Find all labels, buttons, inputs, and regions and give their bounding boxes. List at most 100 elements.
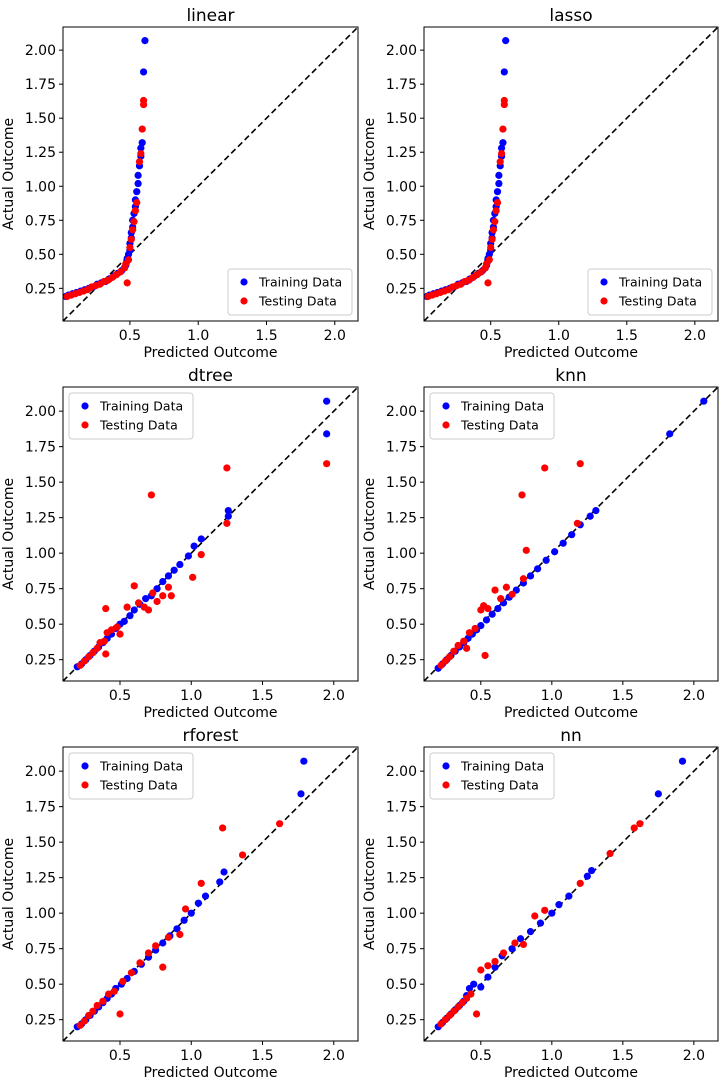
x-tick-label: 0.5	[480, 328, 502, 344]
legend: Training Data Testing Data	[227, 268, 353, 316]
x-tick-label: 1.0	[187, 328, 209, 344]
legend-marker	[81, 762, 89, 770]
legend-marker	[600, 278, 608, 286]
testing-point	[189, 573, 197, 581]
y-tick-label: 1.25	[386, 511, 417, 527]
y-tick-label: 2.00	[386, 764, 417, 780]
y-axis-label: Actual Outcome	[362, 118, 378, 230]
testing-point	[491, 218, 499, 226]
subplot-lasso: lasso 0.5 1.0 1.5 2.0 0.25 0.50 0.75 1.00 1.25 1.5…	[362, 6, 719, 361]
axes-frame	[62, 26, 359, 322]
y-tick-label: 0.75	[25, 942, 56, 958]
series-testing	[76, 820, 284, 1029]
legend-box	[587, 268, 713, 316]
testing-point	[485, 256, 493, 264]
x-tick-label: 1.0	[541, 688, 563, 704]
testing-point	[519, 575, 528, 583]
y-tick-label: 0.75	[25, 213, 56, 229]
legend-marker	[81, 402, 89, 410]
testing-point	[130, 218, 138, 226]
testing-point	[152, 942, 160, 950]
legend-label: Testing Data	[460, 418, 539, 433]
legend-marker	[442, 421, 450, 429]
training-point	[201, 892, 210, 900]
legend-label: Training Data	[99, 759, 183, 774]
y-tick-label: 0.75	[386, 213, 417, 229]
testing-point	[323, 460, 331, 468]
training-point	[323, 397, 331, 405]
y-axis-label: Actual Outcome	[1, 838, 17, 950]
axes-frame	[423, 386, 719, 682]
training-point	[654, 790, 662, 798]
testing-point	[518, 491, 526, 499]
training-point	[678, 757, 687, 765]
testing-point	[493, 198, 502, 207]
testing-point	[484, 962, 492, 970]
y-tick-label: 1.50	[25, 835, 56, 851]
legend: Training Data Testing Data	[68, 392, 194, 440]
y-tick-label: 1.50	[25, 475, 56, 491]
training-point	[495, 179, 503, 188]
testing-point	[502, 583, 510, 591]
y-tick-label: 1.25	[386, 871, 417, 887]
y-tick-label: 0.75	[386, 942, 417, 958]
testing-point	[491, 957, 499, 966]
training-point	[300, 757, 308, 765]
y-tick-label: 1.00	[25, 179, 56, 195]
training-point	[534, 565, 542, 573]
testing-point	[134, 599, 143, 607]
training-point	[491, 963, 499, 971]
testing-point	[238, 851, 247, 859]
legend-label: Testing Data	[618, 294, 697, 309]
testing-point	[123, 279, 131, 287]
x-tick-label: 0.5	[109, 688, 131, 704]
y-tick-label: 1.50	[25, 111, 56, 127]
training-point	[133, 188, 141, 196]
x-axis-label: Predicted Outcome	[143, 705, 277, 721]
legend-box	[68, 392, 194, 440]
y-tick-label: 1.75	[25, 440, 56, 456]
testing-point	[127, 969, 136, 977]
training-point	[484, 973, 492, 981]
training-point	[120, 617, 128, 625]
testing-point	[131, 207, 139, 215]
legend-marker	[81, 781, 89, 789]
y-tick-label: 0.25	[25, 281, 56, 297]
training-point	[477, 983, 485, 991]
x-tick-label: 2.0	[323, 688, 345, 704]
testing-point	[508, 590, 516, 598]
training-point	[499, 139, 507, 147]
legend: Training Data Testing Data	[429, 752, 555, 800]
x-tick-label: 0.5	[109, 1048, 131, 1064]
subplot-knn: knn 0.5 1.0 1.5 2.0 0.25 0.50 0.75 1.00 1.25 1.50 1…	[362, 366, 719, 721]
training-point	[176, 560, 184, 569]
testing-point	[116, 630, 124, 638]
x-tick-label: 1.5	[616, 328, 638, 344]
x-axis-label: Predicted Outcome	[504, 345, 638, 361]
y-tick-label: 1.25	[25, 511, 56, 527]
testing-point	[139, 96, 148, 105]
training-point	[134, 171, 142, 179]
testing-point	[522, 546, 530, 554]
y-tick-label: 0.50	[25, 977, 56, 993]
testing-point	[460, 637, 468, 645]
training-point	[551, 548, 559, 556]
training-point	[224, 512, 232, 520]
x-tick-label: 0.5	[470, 688, 492, 704]
y-tick-label: 2.00	[25, 43, 56, 59]
training-point	[495, 171, 503, 179]
training-point	[700, 397, 708, 405]
legend: Training Data Testing Data	[587, 268, 713, 316]
testing-point	[176, 930, 184, 939]
x-tick-label: 2.0	[684, 328, 706, 344]
testing-point	[499, 125, 507, 133]
testing-point	[138, 125, 146, 133]
testing-point	[127, 235, 135, 243]
testing-point	[497, 595, 505, 603]
testing-point	[167, 592, 175, 600]
legend-label: Training Data	[460, 759, 544, 774]
chart-title: rforest	[183, 726, 239, 746]
x-axis-label: Predicted Outcome	[504, 705, 638, 721]
x-tick-label: 1.0	[541, 1048, 563, 1064]
testing-point	[136, 959, 144, 967]
